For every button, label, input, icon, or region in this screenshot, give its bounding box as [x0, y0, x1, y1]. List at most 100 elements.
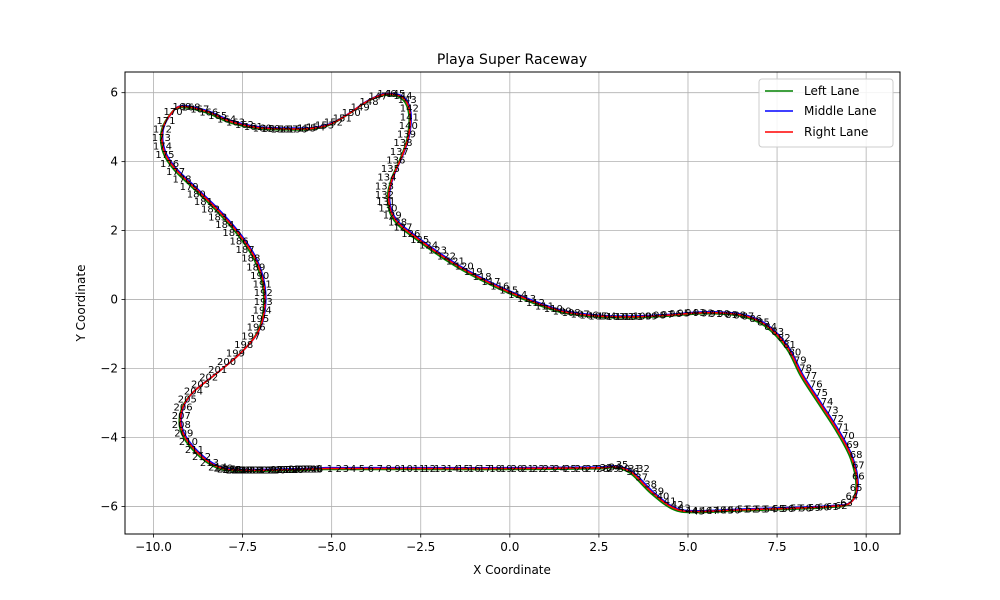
point-index-label: 163 — [226, 117, 245, 128]
point-index-label: 233 — [240, 466, 259, 477]
y-tick-label: −2 — [100, 362, 118, 376]
point-index-label: 120 — [455, 262, 474, 273]
point-index-label: 98 — [653, 311, 666, 322]
point-index-label: 195 — [250, 314, 269, 325]
point-index-label: 62 — [835, 501, 848, 512]
y-tick-label: 6 — [110, 86, 118, 100]
point-index-label: 17 — [479, 464, 492, 475]
point-index-label: 182 — [201, 205, 220, 216]
legend-label-middle-lane: Middle Lane — [804, 104, 876, 118]
point-index-label: 8 — [385, 464, 391, 475]
point-index-label: 190 — [250, 271, 269, 282]
point-index-label: 121 — [446, 256, 465, 267]
point-index-label: 192 — [254, 288, 273, 299]
point-index-label: 16 — [468, 464, 481, 475]
point-index-label: 61 — [826, 502, 839, 513]
point-index-label: 15 — [457, 464, 470, 475]
point-index-label: 94 — [685, 308, 698, 319]
point-index-label: 214 — [208, 462, 227, 473]
point-index-label: 48 — [714, 505, 727, 516]
point-index-label: 212 — [192, 452, 211, 463]
point-index-label: 32 — [637, 464, 650, 475]
x-tick-label: 10.0 — [853, 540, 880, 554]
point-index-label: 0 — [316, 464, 322, 475]
point-index-label: 104 — [597, 312, 616, 323]
point-index-label: 193 — [254, 297, 273, 308]
point-index-label: 91 — [709, 309, 722, 320]
point-index-label: 101 — [624, 312, 643, 323]
y-tick-label: 0 — [110, 293, 118, 307]
point-index-label: 168 — [181, 103, 200, 114]
point-index-label: 189 — [246, 262, 265, 273]
point-index-label: 207 — [172, 411, 191, 422]
point-index-label: 161 — [244, 122, 263, 133]
point-index-label: 122 — [437, 251, 456, 262]
point-index-label: 171 — [156, 116, 175, 127]
point-index-label: 44 — [685, 506, 698, 517]
point-index-label: 198 — [234, 340, 253, 351]
point-index-label: 31 — [628, 464, 641, 475]
point-index-label: 179 — [180, 182, 199, 193]
point-index-label: 236 — [213, 463, 232, 474]
axis-ticks: −10.0 −7.5 −5.0 −2.5 0.0 2.5 5.0 7.5 10.0 −6 −4 −2 0… — [100, 86, 879, 554]
x-tick-label: −7.5 — [228, 540, 257, 554]
point-index-label: 223 — [288, 465, 307, 476]
point-index-label: 213 — [200, 458, 219, 469]
point-index-label: 208 — [172, 420, 191, 431]
point-index-label: 11 — [413, 464, 426, 475]
point-index-label: 4 — [350, 464, 356, 475]
point-index-label: 151 — [333, 113, 352, 124]
point-index-label: 115 — [499, 285, 518, 296]
point-index-label: 83 — [771, 327, 784, 338]
point-index-label: 157 — [279, 124, 298, 135]
x-tick-label: −5.0 — [317, 540, 346, 554]
x-tick-label: −10.0 — [135, 540, 172, 554]
point-index-label: 9 — [394, 464, 400, 475]
point-index-label: 144 — [393, 91, 412, 102]
point-index-label: 6 — [368, 464, 374, 475]
point-index-label: 40 — [657, 492, 670, 503]
x-tick-label: 5.0 — [678, 540, 697, 554]
plot-frame — [124, 71, 901, 535]
point-index-label: 13 — [434, 464, 447, 475]
point-index-label: 124 — [419, 241, 438, 252]
point-index-label: 125 — [410, 235, 429, 246]
point-index-label: 173 — [152, 133, 171, 144]
point-index-label: 172 — [153, 124, 172, 135]
point-index-label: 150 — [342, 108, 361, 119]
x-tick-label: 0.0 — [500, 540, 519, 554]
point-index-label: 92 — [701, 308, 714, 319]
point-index-label: 170 — [164, 107, 183, 118]
point-index-label: 232 — [249, 466, 268, 477]
point-index-label: 76 — [810, 380, 823, 391]
point-index-label: 64 — [846, 492, 859, 503]
point-index-label: 74 — [821, 397, 834, 408]
point-index-label: 186 — [229, 236, 248, 247]
point-index-label: 116 — [490, 281, 509, 292]
point-index-label: 119 — [464, 267, 483, 278]
point-index-label: 41 — [664, 497, 677, 508]
chart-title: Playa Super Raceway — [437, 52, 587, 68]
point-index-label: 58 — [799, 503, 812, 514]
point-index-label: 209 — [174, 428, 193, 439]
point-index-label: 50 — [728, 505, 741, 516]
point-index-label: 180 — [187, 190, 206, 201]
point-index-label: 138 — [393, 138, 412, 149]
point-index-label: 227 — [294, 465, 313, 476]
point-index-label: 134 — [377, 173, 396, 184]
point-index-label: 194 — [253, 305, 272, 316]
point-index-label: 53 — [755, 504, 768, 515]
point-index-label: 49 — [721, 505, 734, 516]
point-index-label: 99 — [645, 311, 658, 322]
point-index-label: 55 — [772, 504, 785, 515]
point-index-label: 229 — [276, 465, 295, 476]
point-index-label: 169 — [172, 102, 191, 113]
point-index-label: 164 — [217, 114, 236, 125]
point-index-label: 129 — [383, 211, 402, 222]
point-index-label: 202 — [199, 373, 218, 384]
point-index-label: 216 — [226, 466, 245, 477]
point-index-label: 21 — [521, 464, 534, 475]
x-tick-label: −2.5 — [406, 540, 435, 554]
